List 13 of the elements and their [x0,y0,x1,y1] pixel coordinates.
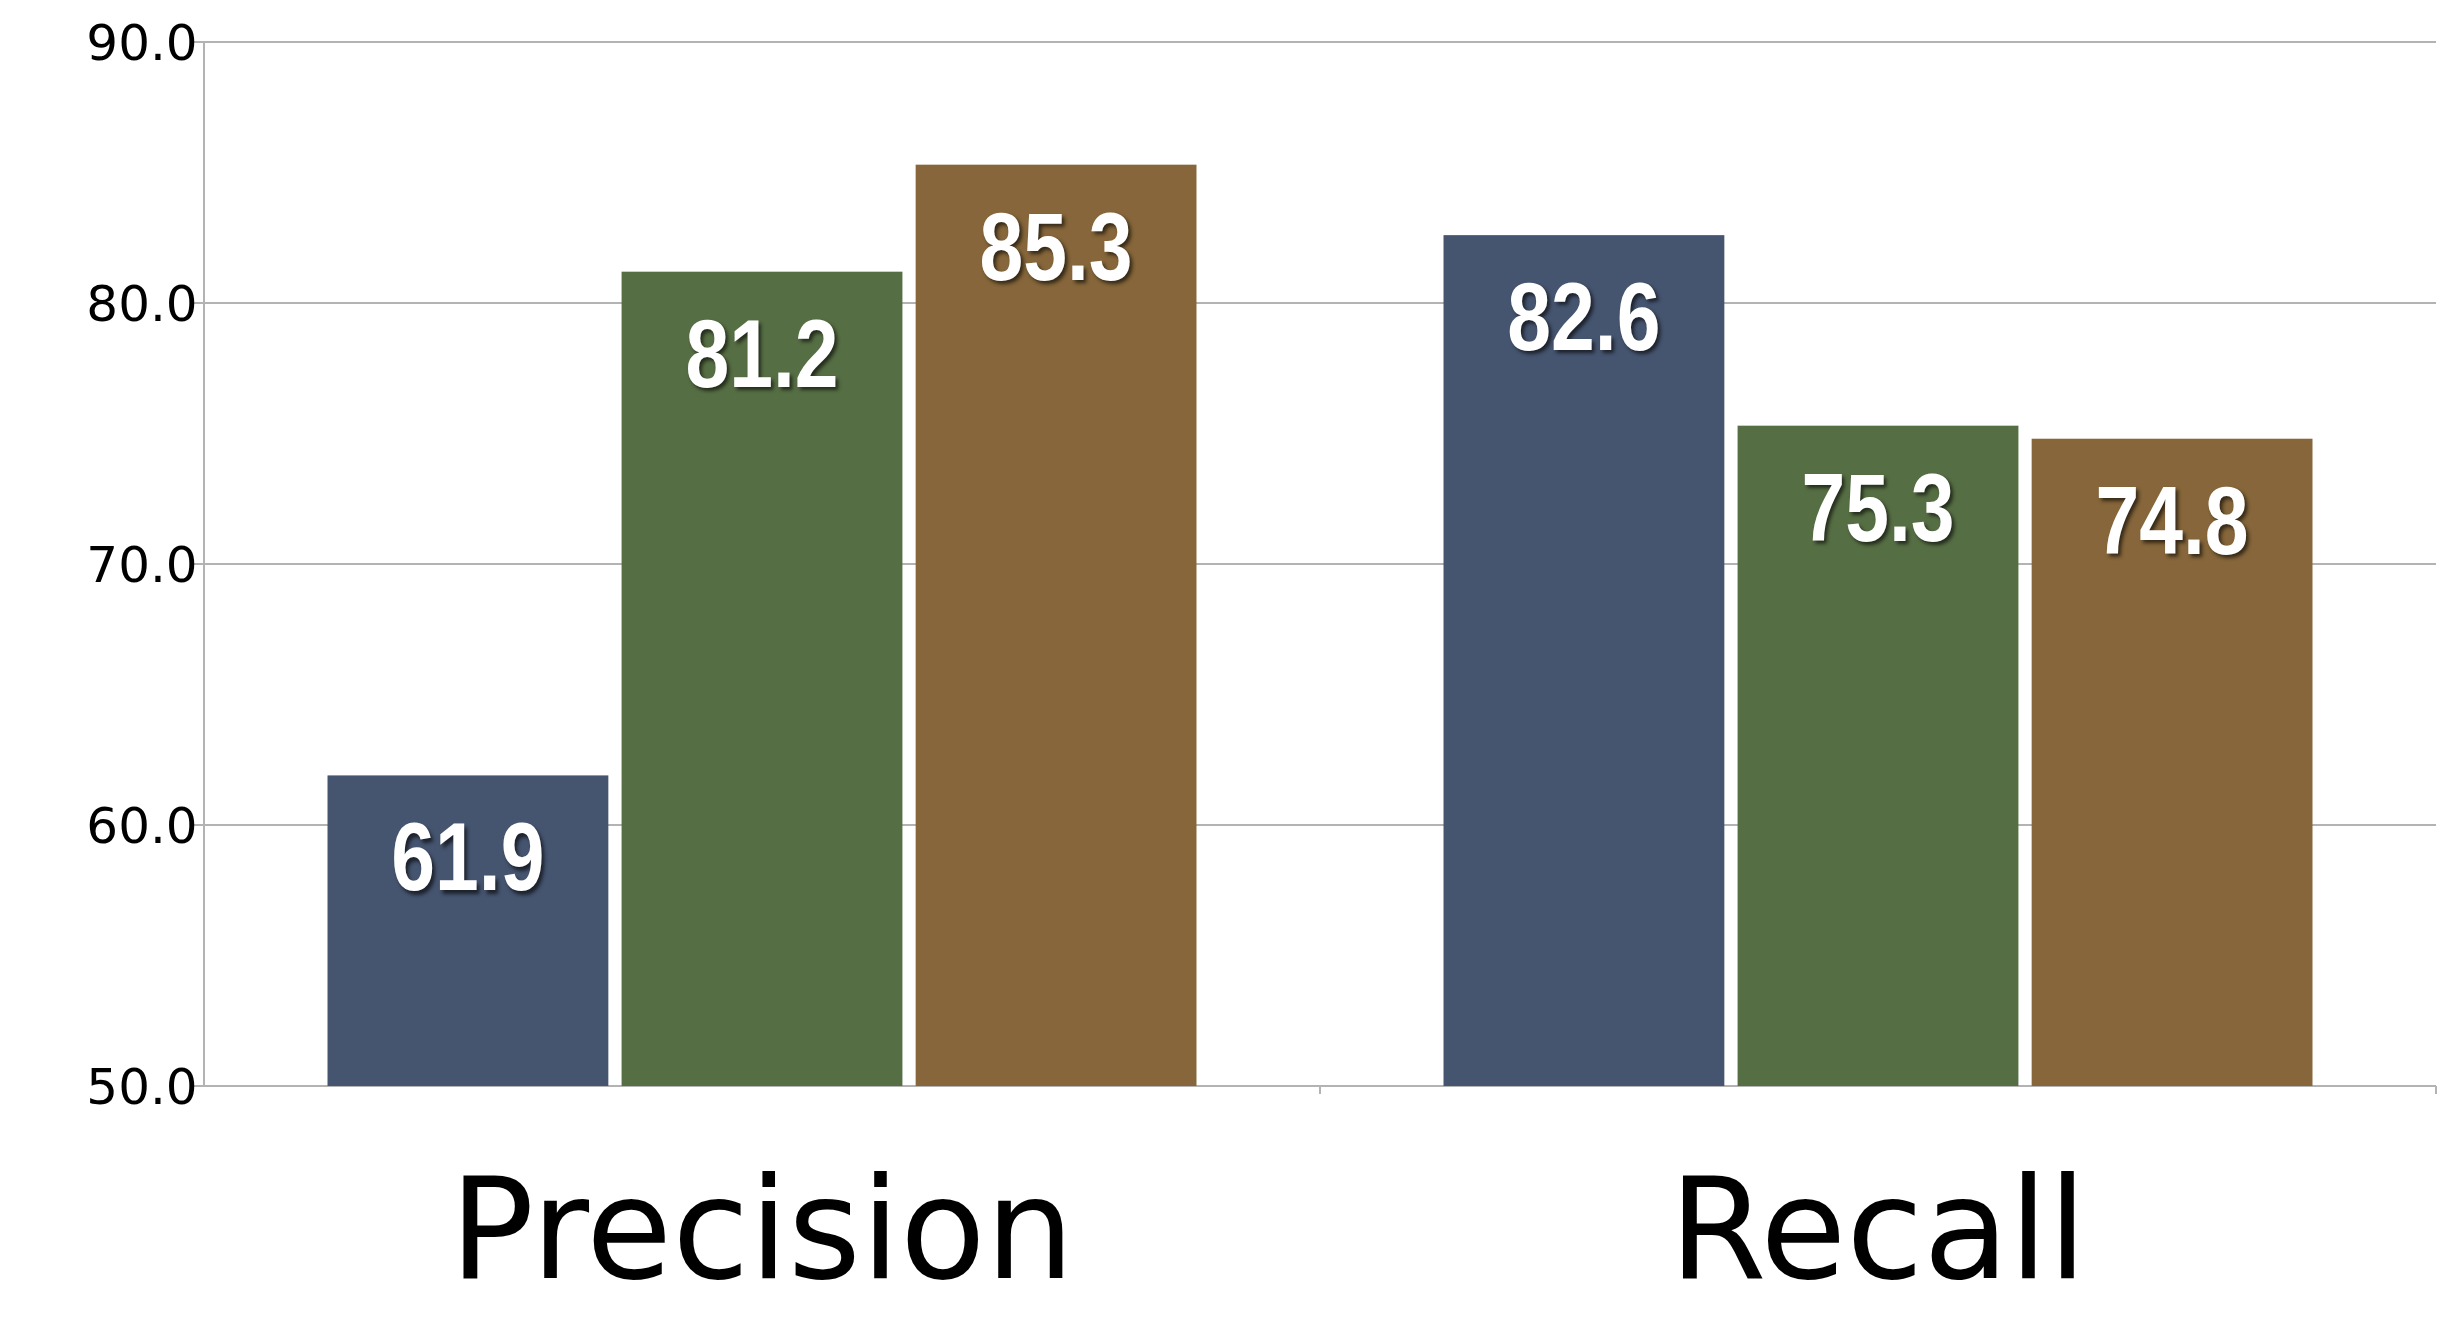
y-tick-label: 50.0 [86,1057,198,1116]
data-label: 74.8 [2095,467,2249,575]
x-tick-label: Precision [449,1148,1075,1311]
data-label: 85.3 [979,193,1133,301]
y-tick-label: 80.0 [86,274,198,333]
y-tick-label: 90.0 [86,13,198,72]
y-tick-label: 70.0 [86,535,198,594]
data-label: 81.2 [685,300,839,408]
data-label: 82.6 [1507,263,1661,371]
data-label: 75.3 [1801,454,1955,562]
data-label: 61.9 [391,804,545,912]
y-tick-label: 60.0 [86,796,198,855]
x-tick-label: Recall [1669,1148,2087,1311]
